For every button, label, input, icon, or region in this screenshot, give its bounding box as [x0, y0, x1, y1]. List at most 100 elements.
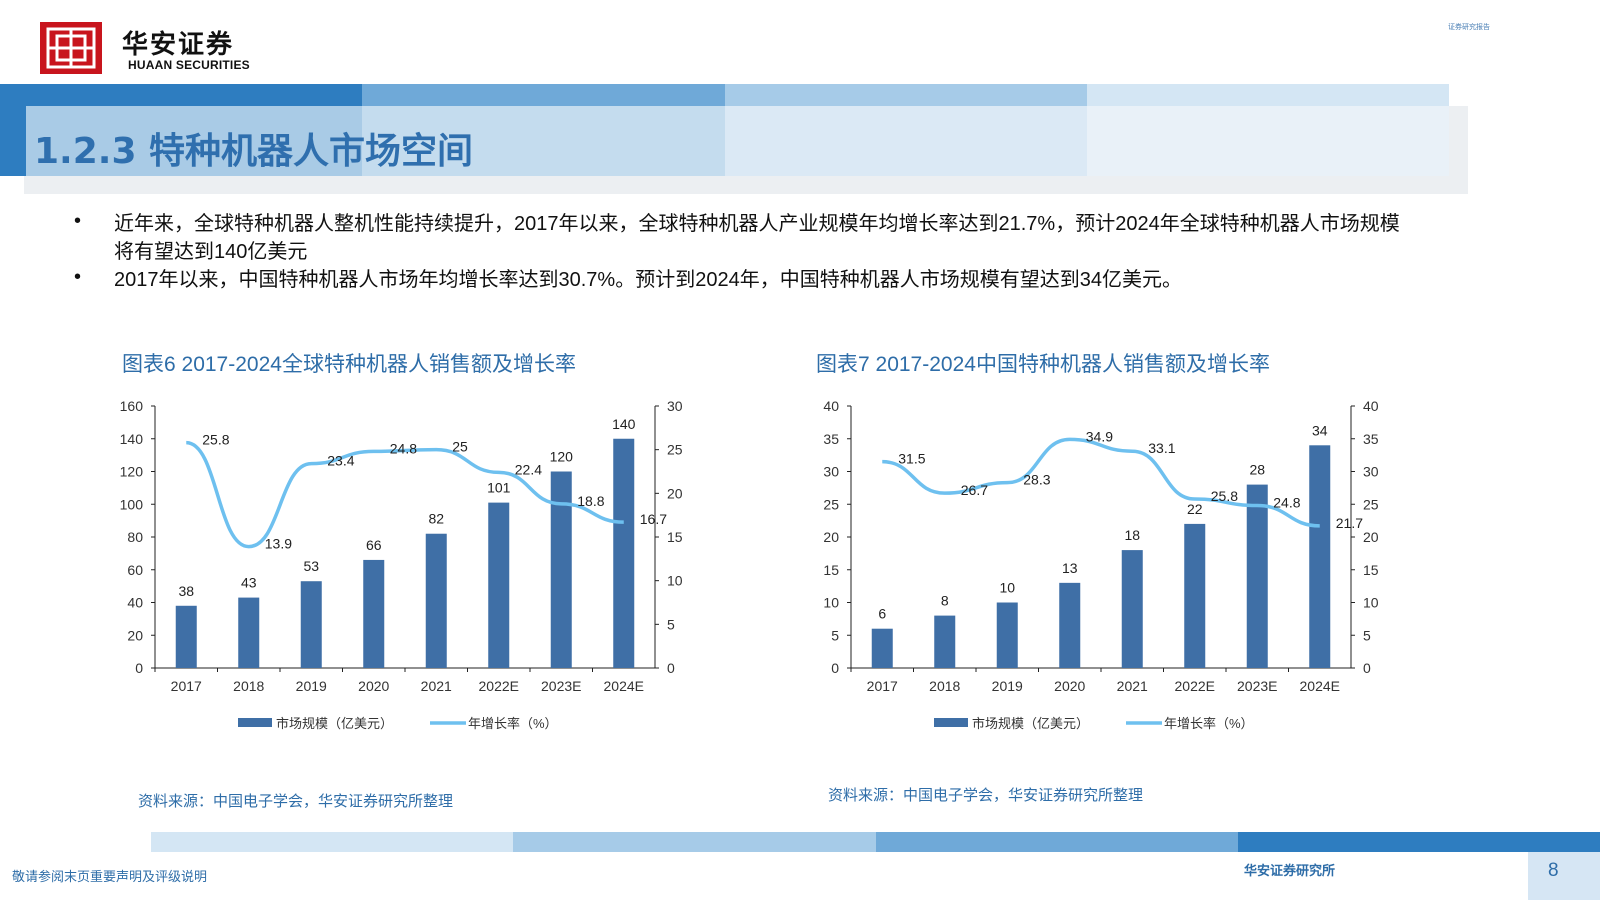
company-logo [40, 22, 102, 74]
left-axis-tick-label: 20 [127, 627, 143, 643]
left-axis-tick-label: 10 [823, 595, 839, 611]
line-value-label: 25.8 [202, 432, 229, 448]
bar-value-label: 101 [487, 480, 511, 496]
left-axis-tick-label: 80 [127, 529, 143, 545]
footer-band-3 [876, 832, 1238, 852]
line-value-label: 31.5 [898, 451, 925, 467]
bar [996, 602, 1018, 668]
line-value-label: 16.7 [640, 511, 667, 527]
right-axis-tick-label: 15 [1363, 562, 1379, 578]
bullet-marker: • [74, 210, 82, 232]
left-axis-tick-label: 15 [823, 562, 839, 578]
right-axis-tick-label: 20 [1363, 529, 1379, 545]
x-axis-tick-label: 2023E [541, 678, 581, 694]
legend-bar-label: 市场规模（亿美元） [276, 716, 393, 731]
bar [934, 615, 956, 668]
bar-value-label: 82 [428, 511, 444, 527]
left-axis-tick-label: 40 [127, 595, 143, 611]
footer-disclaimer: 敬请参阅末页重要声明及评级说明 [12, 869, 208, 884]
line-value-label: 13.9 [265, 536, 292, 552]
right-axis-tick-label: 40 [1363, 398, 1379, 414]
right-axis-tick-label: 25 [667, 442, 683, 458]
line-value-label: 22.4 [515, 461, 542, 477]
left-axis-tick-label: 120 [120, 464, 144, 480]
legend-line-label: 年增长率（%） [468, 716, 558, 731]
right-axis-tick-label: 20 [667, 485, 683, 501]
bar-value-label: 18 [1124, 527, 1140, 543]
right-axis-tick-label: 30 [667, 398, 683, 414]
bar [238, 597, 260, 668]
bar [550, 471, 572, 668]
right-axis-tick-label: 0 [1363, 660, 1371, 676]
right-axis-tick-label: 30 [1363, 464, 1379, 480]
bar-value-label: 8 [941, 593, 949, 609]
left-axis-tick-label: 5 [831, 627, 839, 643]
header-band-2 [362, 84, 725, 106]
section-title: 1.2.3 特种机器人市场空间 [34, 131, 474, 172]
left-axis-tick-label: 25 [823, 496, 839, 512]
line-value-label: 33.1 [1148, 440, 1175, 456]
bar [1309, 445, 1331, 668]
bar-value-label: 22 [1187, 501, 1203, 517]
footer-institute: 华安证券研究所 [1244, 863, 1336, 878]
legend-bar-swatch [934, 718, 968, 727]
line-value-label: 24.8 [390, 440, 417, 456]
title-left-accent [0, 84, 26, 176]
bullet-marker: • [74, 266, 82, 288]
header-band-4 [1087, 84, 1449, 106]
line-value-label: 18.8 [577, 493, 604, 509]
bar-value-label: 34 [1312, 422, 1328, 438]
bar-value-label: 13 [1062, 560, 1078, 576]
brand-name-cn: 华安证券 [122, 30, 235, 60]
growth-rate-line [185, 440, 624, 549]
left-axis-tick-label: 60 [127, 562, 143, 578]
x-axis-tick-label: 2020 [358, 678, 389, 694]
legend-bar-swatch [238, 718, 272, 727]
page-number: 8 [1548, 860, 1559, 881]
legend-line-label: 年增长率（%） [1164, 716, 1254, 731]
left-axis-tick-label: 40 [823, 398, 839, 414]
source-note-global: 资料来源：中国电子学会，华安证券研究所整理 [138, 793, 454, 810]
chart-title-china: 图表7 2017-2024中国特种机器人销售额及增长率 [816, 353, 1270, 376]
left-axis-tick-label: 35 [823, 431, 839, 447]
header-band-3 [725, 84, 1087, 106]
line-value-label: 23.4 [327, 453, 354, 469]
page-number-box [1528, 852, 1600, 900]
bar [1059, 582, 1081, 668]
bar-value-label: 28 [1249, 462, 1265, 478]
bar-value-label: 140 [612, 416, 636, 432]
bar [1121, 550, 1143, 668]
x-axis-tick-label: 2024E [1300, 678, 1340, 694]
bar [175, 605, 197, 668]
bar-value-label: 38 [178, 583, 194, 599]
left-axis-tick-label: 20 [823, 529, 839, 545]
logo-emblem-icon [40, 22, 102, 74]
line-value-label: 25 [452, 439, 468, 455]
bullet-text-2: 2017年以来，中国特种机器人市场年均增长率达到30.7%。预计到2024年，中… [114, 269, 1182, 291]
footer-band-2 [513, 832, 876, 852]
title-shade-1 [24, 106, 362, 176]
right-axis-tick-label: 10 [1363, 595, 1379, 611]
legend-bar-label: 市场规模（亿美元） [972, 716, 1089, 731]
x-axis-tick-label: 2018 [233, 678, 264, 694]
left-axis-tick-label: 0 [135, 660, 143, 676]
bar-value-label: 43 [241, 575, 257, 591]
line-value-label: 34.9 [1086, 428, 1113, 444]
bar [871, 628, 893, 668]
growth-rate-line [882, 437, 1320, 528]
right-axis-tick-label: 5 [667, 616, 675, 632]
line-value-label: 28.3 [1023, 472, 1050, 488]
left-axis-tick-label: 0 [831, 660, 839, 676]
title-shade-4 [1087, 106, 1449, 176]
bar-value-label: 53 [303, 558, 319, 574]
report-type-label: 证券研究报告 [1448, 24, 1490, 31]
bar [1184, 523, 1206, 668]
bar [300, 581, 322, 668]
title-shade-3 [725, 106, 1087, 176]
x-axis-tick-label: 2017 [171, 678, 202, 694]
header-band-1 [0, 84, 362, 106]
right-axis-tick-label: 5 [1363, 627, 1371, 643]
x-axis-tick-label: 2019 [992, 678, 1023, 694]
bar-value-label: 10 [999, 580, 1015, 596]
x-axis-tick-label: 2022E [479, 678, 519, 694]
